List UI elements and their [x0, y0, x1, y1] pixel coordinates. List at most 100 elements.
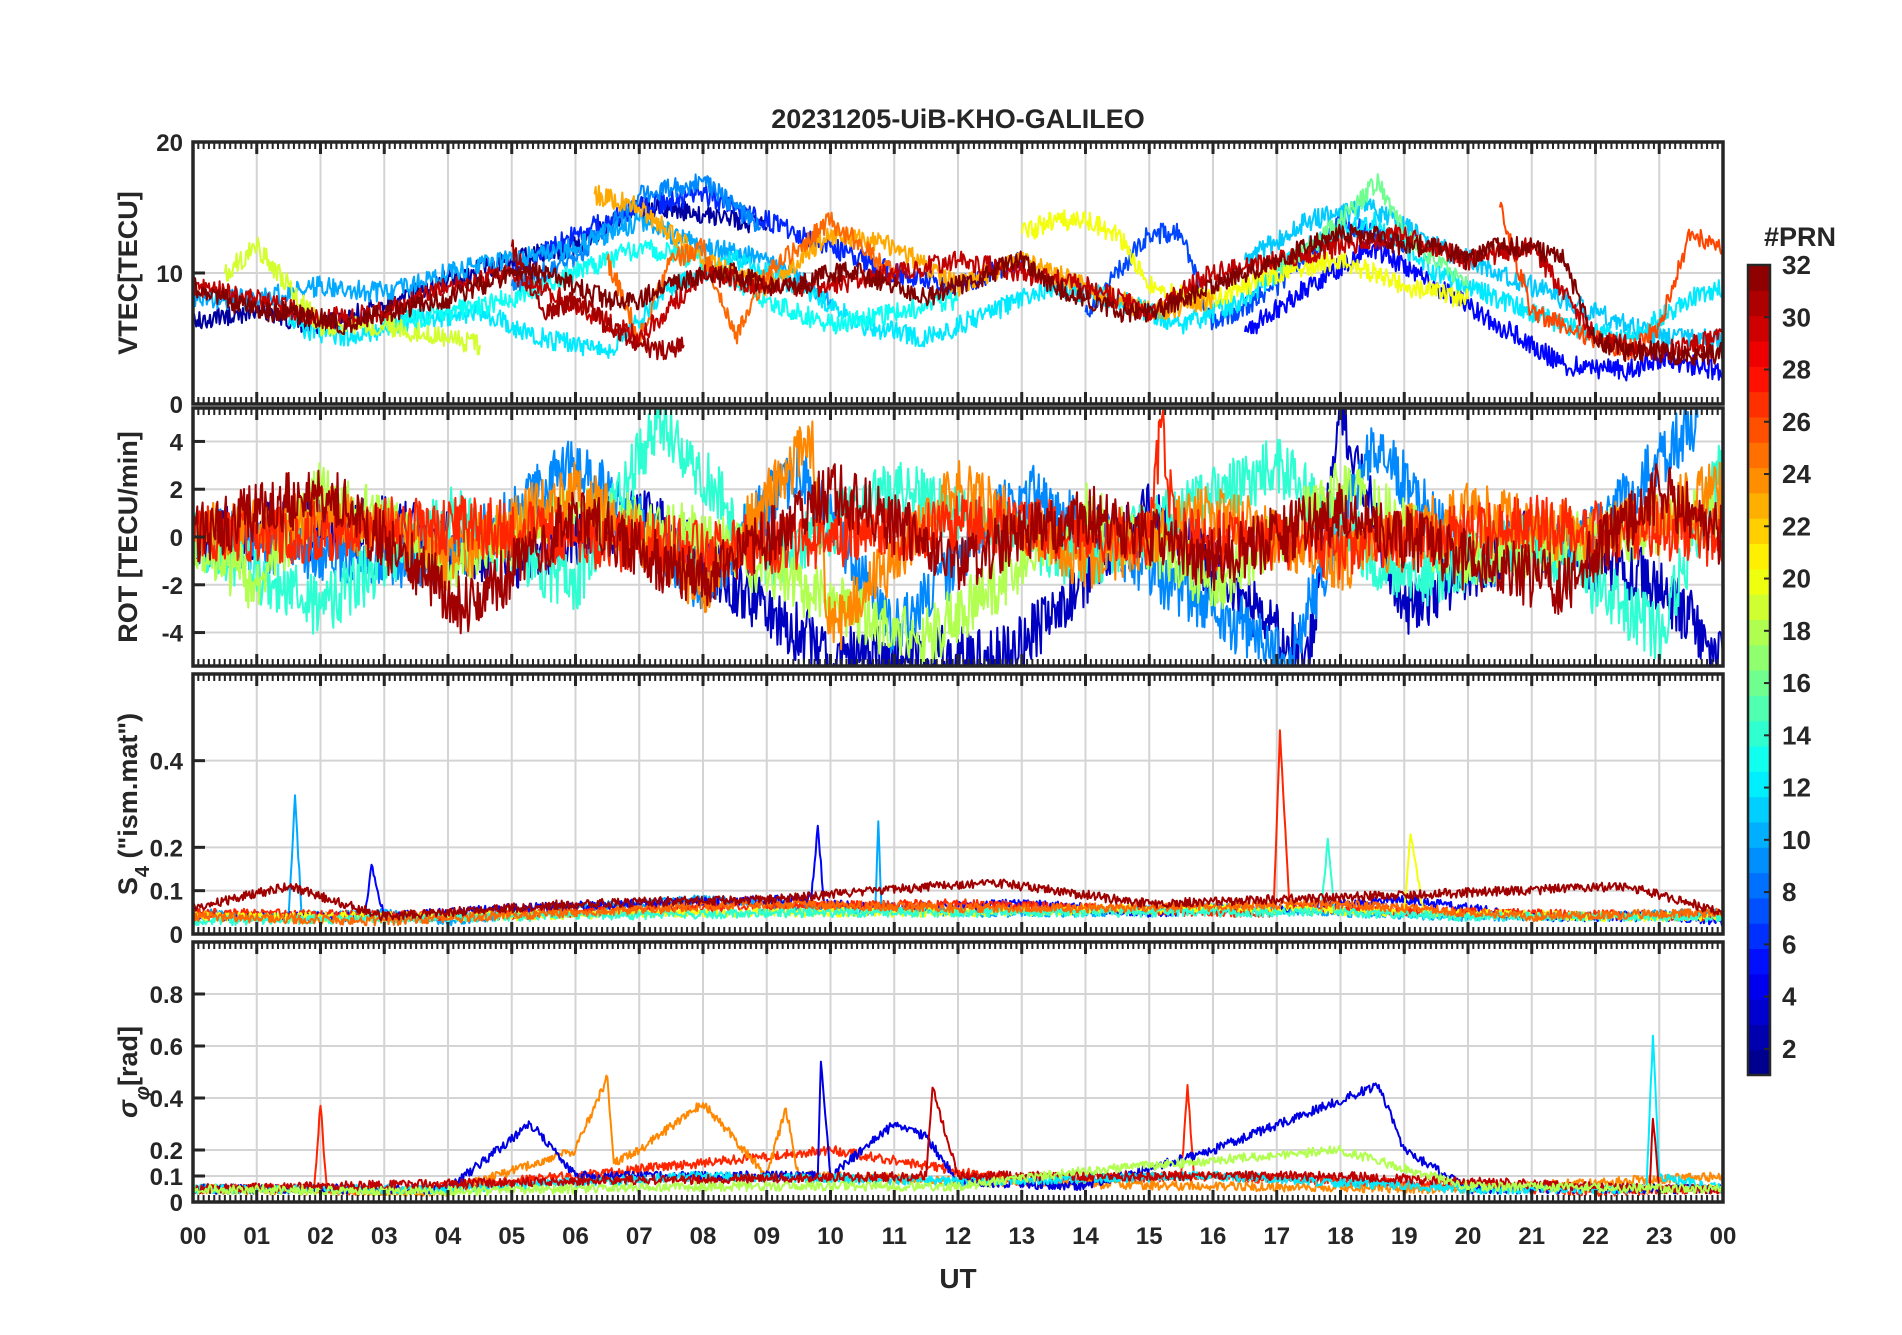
x-tick-label: 04	[435, 1223, 462, 1250]
y-tick-label: 4	[170, 429, 184, 456]
x-tick-label: 22	[1582, 1223, 1609, 1250]
y-tick-label: 0.1	[150, 879, 183, 906]
panel-rot: -4 -2 0 2 4 ROT [TECU/min]	[113, 406, 1725, 668]
x-tick-label: 11	[882, 1223, 907, 1250]
colorbar-swatch	[1748, 518, 1770, 545]
panel-vtec: 0 10 20 VTEC[TECU]	[113, 130, 1725, 419]
colorbar-tick-label: 28	[1782, 355, 1811, 385]
x-tick-label: 13	[1008, 1223, 1035, 1250]
series-line-prn-20	[1020, 209, 1469, 308]
x-ticks	[191, 942, 1725, 1202]
y-axis-label: VTEC[TECU]	[113, 191, 143, 355]
colorbar-tick-label: 8	[1782, 877, 1796, 907]
panel-sigma_phi: 00.10.2 0.4 0.6 0.8 σφ[rad]	[113, 940, 1725, 1217]
colorbar-frame	[1746, 263, 1772, 1077]
colorbar-swatch	[1748, 492, 1770, 519]
y-axis-label: S4 ("ism.mat")	[113, 713, 154, 895]
x-tick-label: 03	[371, 1223, 398, 1250]
panel-s4: 0 0.1 0.2 0.4S4 ("ism.mat")	[113, 672, 1725, 949]
colorbar-swatch	[1748, 973, 1770, 1000]
colorbar-swatch	[1748, 670, 1770, 696]
colorbar-swatch	[1748, 847, 1770, 874]
colorbar-swatch	[1748, 568, 1770, 595]
x-tick-label: 10	[817, 1223, 844, 1250]
colorbar-tick-label: 12	[1782, 773, 1811, 803]
x-tick-label: 02	[307, 1223, 334, 1250]
series-group	[193, 729, 1723, 927]
colorbar-tick-label: 20	[1782, 564, 1811, 594]
y-tick-label: 0	[170, 1190, 183, 1217]
colorbar-title: #PRN	[1764, 222, 1836, 252]
y-tick-label: 0.6	[150, 1034, 183, 1061]
x-ticks	[191, 674, 1725, 934]
series-line-prn-31	[510, 239, 685, 361]
figure-title: 20231205-UiB-KHO-GALILEO	[771, 104, 1145, 134]
y-tick-label: 0	[170, 922, 183, 949]
y-tick-label: 0.1	[150, 1164, 183, 1191]
y-axis-label: ROT [TECU/min]	[113, 431, 143, 642]
y-tick-label: 0	[170, 392, 183, 419]
colorbar-swatch	[1748, 442, 1770, 469]
colorbar-swatch	[1748, 1024, 1770, 1051]
x-tick-label: 14	[1072, 1223, 1099, 1250]
colorbar-swatch	[1748, 391, 1770, 418]
x-ticks	[191, 142, 1725, 404]
series-group	[193, 173, 1723, 382]
x-tick-label: 05	[498, 1223, 525, 1250]
y-tick-label: 20	[156, 130, 183, 157]
colorbar-tick-label: 24	[1782, 459, 1811, 489]
colorbar-swatch	[1748, 265, 1770, 291]
y-ticks: -4 -2 0 2 4	[162, 429, 205, 648]
y-ticks: 0 0.1 0.2 0.4	[150, 749, 205, 949]
series-line-prn-12	[287, 211, 1723, 359]
y-axis-label: σφ[rad]	[113, 1026, 154, 1118]
x-tick-label: 17	[1263, 1223, 1290, 1250]
series-line-prn-31	[193, 878, 1723, 922]
y-tick-label: 0.8	[150, 982, 183, 1009]
colorbar-swatch	[1748, 1049, 1770, 1076]
x-tick-label: 19	[1391, 1223, 1418, 1250]
series-line-prn-32	[193, 223, 1723, 367]
colorbar-swatch	[1748, 745, 1770, 772]
x-ticks	[191, 408, 1725, 666]
colorbar-swatch	[1748, 619, 1770, 646]
colorbar-tick-label: 30	[1782, 302, 1811, 332]
y-ticks: 0 10 20	[156, 130, 205, 419]
colorbar-tick-label: 18	[1782, 616, 1811, 646]
series-line-prn-26	[1498, 201, 1723, 361]
colorbar-swatch	[1748, 594, 1770, 620]
series-line-prn-6	[510, 184, 1023, 297]
y-tick-label: 0	[170, 525, 183, 552]
colorbar-swatch	[1748, 366, 1770, 393]
colorbar-swatch	[1748, 796, 1770, 823]
x-tick-label: 16	[1200, 1223, 1227, 1250]
colorbar-swatch	[1748, 720, 1770, 747]
colorbar-tick-label: 2	[1782, 1034, 1796, 1064]
x-axis-ticklabels: 00 01 02 03 04 05 06 07 08 09 10 11 12 13 14 15 16 17 18 19…	[180, 1223, 1737, 1250]
colorbar-swatch	[1748, 872, 1770, 899]
x-tick-label: 23	[1646, 1223, 1673, 1250]
series-line-prn-5	[1243, 240, 1723, 382]
colorbar-swatch	[1748, 340, 1770, 367]
x-axis-label: UT	[939, 1263, 976, 1294]
x-tick-label: 08	[690, 1223, 717, 1250]
colorbar-swatch	[1748, 543, 1770, 570]
y-tick-label: 2	[170, 477, 183, 504]
colorbar-tick-label: 10	[1782, 825, 1811, 855]
series-group	[193, 408, 1723, 666]
x-tick-label: 06	[562, 1223, 589, 1250]
y-ticks: 00.10.2 0.4 0.6 0.8	[150, 982, 205, 1217]
colorbar-tick-label: 14	[1782, 720, 1811, 750]
colorbar-swatch	[1748, 467, 1770, 494]
y-tick-label: -4	[162, 621, 184, 648]
x-tick-label: 00	[1710, 1223, 1737, 1250]
x-tick-label: 00	[180, 1223, 207, 1250]
colorbar-tick-label: 32	[1782, 250, 1811, 280]
series-line-prn-27	[193, 408, 1723, 581]
x-tick-label: 12	[945, 1223, 972, 1250]
series-line-prn-11	[1243, 198, 1723, 350]
y-tick-label: -2	[162, 573, 183, 600]
